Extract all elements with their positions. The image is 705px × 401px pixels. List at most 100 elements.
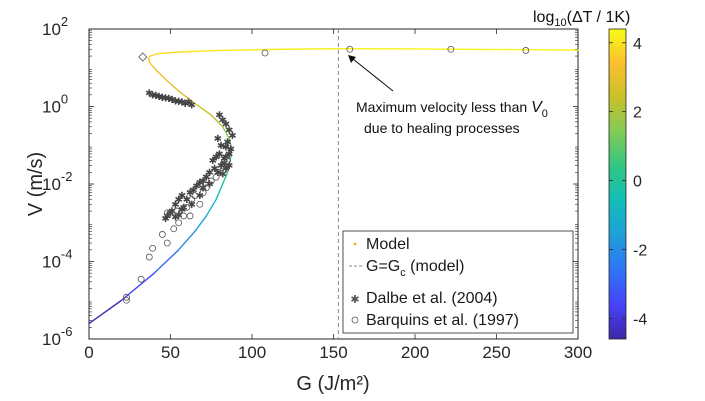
barquins-point — [215, 168, 223, 176]
dalbe-point: ✱ — [192, 181, 200, 192]
model-curve-segment — [230, 148, 233, 158]
legend-box — [342, 230, 574, 334]
x-tick-label: 150 — [319, 343, 347, 362]
annotation-line-1: Maximum velocity less than V0 — [356, 99, 548, 120]
dalbe-point: ✱ — [214, 134, 222, 145]
dalbe-point: ✱ — [220, 158, 228, 169]
annotation-var: V — [531, 99, 543, 116]
dalbe-point: ✱ — [205, 180, 213, 191]
dalbe-point: ✱ — [225, 161, 233, 172]
dalbe-point: ✱ — [228, 131, 236, 142]
legend: Model G=Gc (model) ✱ Dalbe et al. (2004)… — [342, 230, 574, 334]
dalbe-point: ✱ — [187, 100, 195, 111]
dalbe-point: ✱ — [179, 203, 187, 214]
dalbe-point: ✱ — [171, 96, 179, 107]
y-tick-label: 100 — [42, 92, 68, 117]
barquins-point — [123, 293, 130, 301]
annotation-line-2: due to healing processes — [364, 120, 520, 136]
dalbe-point: ✱ — [202, 173, 210, 184]
dalbe-point: ✱ — [174, 195, 182, 206]
dalbe-point: ✱ — [178, 191, 186, 202]
dalbe-point: ✱ — [178, 205, 186, 216]
model-curve-segment — [151, 65, 159, 73]
model-curve-segment — [177, 230, 196, 251]
scatter-marks: ✱✱✱✱✱✱✱✱✱✱✱✱✱✱✱✱✱✱✱✱✱✱✱✱✱✱✱✱✱✱ ✱✱✱✱✱✱✱✱✱✱… — [123, 45, 530, 304]
barquins-point — [170, 225, 178, 233]
dalbe-point: ✱ — [181, 99, 189, 110]
legend-model-swatch — [353, 242, 357, 246]
x-axis-label: G (J/m²) — [296, 373, 369, 395]
x-tick-label: 100 — [238, 343, 266, 362]
dalbe-point: ✱ — [220, 154, 228, 165]
dalbe-point: ✱ — [161, 94, 169, 105]
diamond-point — [138, 52, 148, 62]
dalbe-point: ✱ — [227, 145, 235, 156]
model-curve-segment — [164, 78, 180, 92]
barquins-point — [522, 47, 530, 54]
dalbe-point: ✱ — [214, 168, 222, 179]
dalbe-point: ✱ — [225, 125, 233, 136]
colorbar-title-rest: (ΔT / 1K) — [567, 9, 631, 26]
y-tick-exponent: -4 — [61, 247, 73, 262]
y-tick-base: 10 — [42, 253, 61, 272]
model-curve-segment — [156, 51, 180, 55]
x-tick-label: 250 — [482, 343, 510, 362]
legend-barquins-marker — [351, 316, 359, 324]
model-curve-segment — [210, 114, 224, 128]
model-curve-segment — [177, 90, 196, 105]
barquins-point — [261, 49, 269, 57]
legend-gc-subscript: c — [400, 267, 406, 279]
dalbe-point: ✱ — [210, 164, 218, 175]
colorbar-tick-label: 2 — [633, 105, 642, 122]
dalbe-point: ✱ — [152, 91, 160, 102]
annotation: Maximum velocity less than V0 due to hea… — [348, 55, 548, 136]
barquins-point — [183, 203, 191, 211]
barquins-point — [207, 177, 215, 185]
dalbe-point: ✱ — [165, 94, 173, 105]
model-curve-segment — [205, 198, 217, 217]
model-curve-segment — [414, 48, 498, 51]
dalbe-point: ✱ — [222, 120, 230, 131]
dalbe-point: ✱ — [145, 89, 153, 100]
legend-dalbe-label: Dalbe et al. (2004) — [366, 290, 498, 307]
dalbe-point: ✱ — [196, 191, 204, 202]
dalbe-point: ✱ — [217, 141, 225, 152]
colorbar — [608, 28, 627, 340]
annotation-sub: 0 — [542, 108, 548, 120]
dalbe-point: ✱ — [187, 200, 195, 211]
barquins-point — [175, 219, 183, 227]
barquins-point — [173, 207, 181, 215]
dalbe-point: ✱ — [209, 156, 217, 167]
legend-gc-label: G=Gc (model) — [366, 258, 464, 279]
barquins-point — [186, 212, 194, 220]
barquins-point — [199, 189, 207, 196]
model-curve-segment — [215, 183, 224, 201]
dalbe-point: ✱ — [161, 214, 169, 225]
dalbe-point: ✱ — [218, 170, 226, 181]
model-curve-segment — [228, 137, 233, 150]
y-tick-exponent: -2 — [61, 169, 73, 184]
dalbe-point: ✱ — [199, 176, 207, 187]
dalbe-point: ✱ — [174, 210, 182, 221]
dalbe-point: ✱ — [222, 143, 230, 154]
x-tick-label: 200 — [401, 343, 429, 362]
dalbe-point: ✱ — [168, 207, 176, 218]
barquins-point — [196, 200, 204, 208]
legend-model-label: Model — [366, 236, 410, 253]
x-tick-label: 300 — [564, 343, 592, 362]
model-curve-segment — [221, 126, 230, 140]
colorbar-title-log: log — [533, 9, 554, 26]
x-tick-label: 50 — [161, 343, 180, 362]
legend-entry-model: Model — [353, 236, 410, 253]
colorbar-tick-label: -4 — [633, 311, 647, 328]
y-tick-exponent: 2 — [61, 14, 68, 29]
dalbe-point: ✱ — [186, 188, 194, 199]
dalbe-point: ✱ — [225, 149, 233, 160]
dalbe-point: ✱ — [148, 90, 156, 101]
barquins-point — [163, 209, 171, 217]
annotation-text-1: Maximum velocity less than — [356, 99, 531, 115]
y-tick-base: 10 — [42, 98, 61, 117]
barquins-point — [447, 45, 455, 53]
